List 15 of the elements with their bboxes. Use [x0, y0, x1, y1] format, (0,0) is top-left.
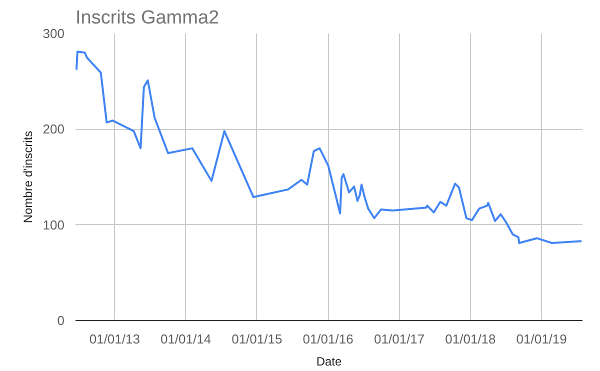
y-tick-label: 0 [57, 313, 65, 328]
x-tick-label: 01/01/14 [160, 332, 212, 346]
y-tick-label: 300 [42, 26, 65, 41]
x-tick-label: 01/01/19 [516, 332, 567, 346]
x-tick-label: 01/01/18 [445, 332, 496, 346]
y-tick-label: 200 [42, 122, 65, 137]
x-tick-label: 01/01/15 [232, 332, 282, 346]
line-series [76, 50, 582, 244]
x-axis-title: Date [316, 354, 342, 368]
x-tick-label: 01/01/17 [374, 332, 425, 346]
x-tick-label: 01/01/13 [89, 332, 140, 346]
chart-title: Inscrits Gamma2 [76, 8, 220, 28]
x-tick-label: 01/01/16 [302, 332, 354, 346]
y-tick-label: 100 [42, 217, 65, 232]
y-axis-title: Nombre d'inscrits [20, 130, 35, 224]
